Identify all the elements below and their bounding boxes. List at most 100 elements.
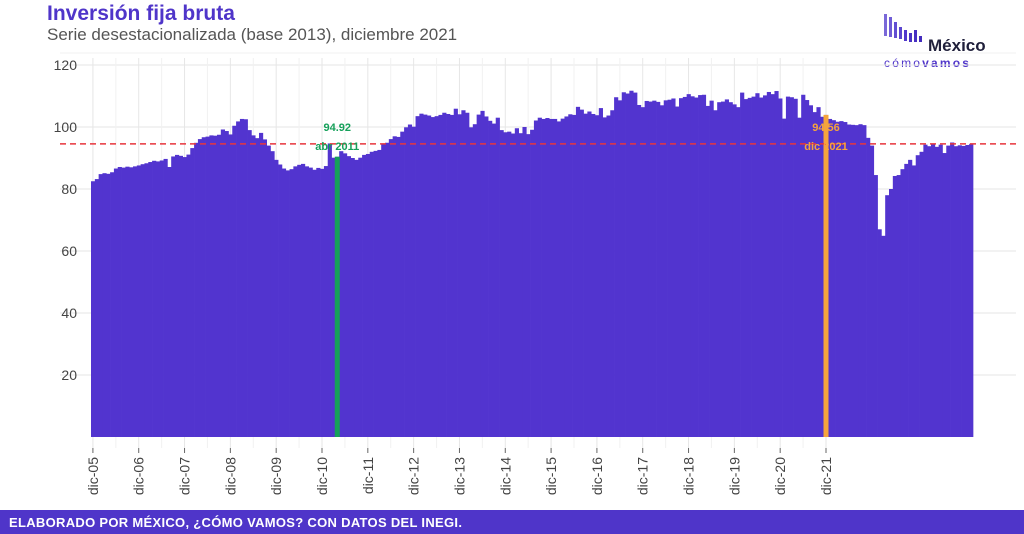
x-tick-label: dic-13 (451, 457, 467, 495)
bar (690, 96, 695, 437)
bar (488, 120, 493, 438)
bar (148, 162, 153, 437)
bar (556, 121, 561, 438)
bar (682, 96, 687, 438)
bar (136, 165, 141, 437)
logo-subtext: cómovamos (884, 56, 971, 70)
bar (144, 163, 149, 437)
bar (354, 159, 359, 438)
bar (610, 110, 615, 437)
bar (633, 92, 638, 437)
bar (579, 109, 584, 437)
bar (388, 139, 393, 437)
logo-bars-icon (884, 14, 922, 42)
bar (155, 161, 161, 437)
bar (442, 112, 447, 438)
bar (427, 115, 432, 437)
chart-subtitle: Serie desestacionalizada (base 2013), di… (47, 25, 458, 44)
bar (476, 114, 481, 437)
bar (526, 134, 531, 437)
bar (572, 114, 577, 437)
bar (637, 104, 642, 438)
bar (763, 95, 768, 437)
bar (163, 158, 168, 437)
bar (262, 139, 267, 437)
bar (339, 151, 344, 437)
bar (236, 121, 241, 438)
bar (301, 163, 306, 437)
bar (411, 126, 416, 437)
bar (106, 173, 111, 437)
bar (232, 125, 237, 437)
bar (873, 175, 878, 438)
y-tick-label: 120 (54, 57, 78, 73)
bar (915, 155, 920, 437)
bar (755, 93, 760, 438)
bar (736, 107, 741, 437)
bar (843, 122, 848, 437)
x-tick-label: dic-08 (222, 457, 238, 495)
bar (847, 124, 852, 438)
bar (686, 94, 691, 437)
bar (793, 98, 798, 437)
bar (625, 93, 630, 438)
bar (297, 164, 302, 437)
bar (289, 169, 294, 437)
bar (98, 174, 103, 437)
bar (304, 166, 309, 437)
bar (266, 145, 271, 437)
bar (129, 167, 134, 438)
bar (648, 101, 653, 437)
bar (446, 113, 451, 437)
bar (778, 98, 783, 437)
bar (675, 106, 680, 437)
bar (331, 157, 336, 437)
bar (919, 151, 924, 438)
bar (839, 121, 844, 438)
bar (91, 181, 96, 437)
bar (175, 154, 180, 437)
bar (484, 116, 489, 438)
bar (507, 131, 512, 437)
bar-series (91, 90, 974, 438)
bar (617, 100, 623, 437)
bar (931, 144, 936, 438)
bar (274, 159, 279, 438)
bar (186, 154, 191, 437)
bar (323, 166, 329, 437)
bar (243, 119, 248, 437)
bar (396, 136, 401, 438)
bar (770, 94, 775, 437)
bar (679, 98, 684, 438)
annotation-date-orange: dic 2021 (804, 141, 847, 153)
bar (717, 102, 722, 437)
bar (346, 156, 351, 437)
bar (522, 127, 527, 437)
bar (721, 101, 726, 437)
bar (858, 124, 863, 438)
bar (503, 132, 508, 437)
bar (805, 100, 810, 437)
bar (560, 118, 565, 437)
annotation-value-orange: 94.56 (812, 122, 840, 134)
bar (698, 95, 703, 437)
bar (140, 164, 145, 437)
bar (201, 137, 206, 438)
bar (327, 143, 332, 437)
bar (854, 125, 859, 437)
annotation-date-green: abr 2011 (315, 141, 359, 153)
bar (614, 97, 619, 438)
bar (808, 105, 813, 438)
bar (94, 179, 99, 437)
bar (782, 118, 787, 437)
bar (942, 153, 947, 438)
bar (400, 131, 405, 437)
bar (251, 135, 256, 437)
bar (889, 189, 894, 437)
bar (469, 127, 474, 437)
bar (801, 94, 806, 437)
bar (133, 166, 138, 437)
x-tick-label: dic-09 (268, 457, 284, 495)
x-tick-label: dic-15 (543, 457, 559, 495)
